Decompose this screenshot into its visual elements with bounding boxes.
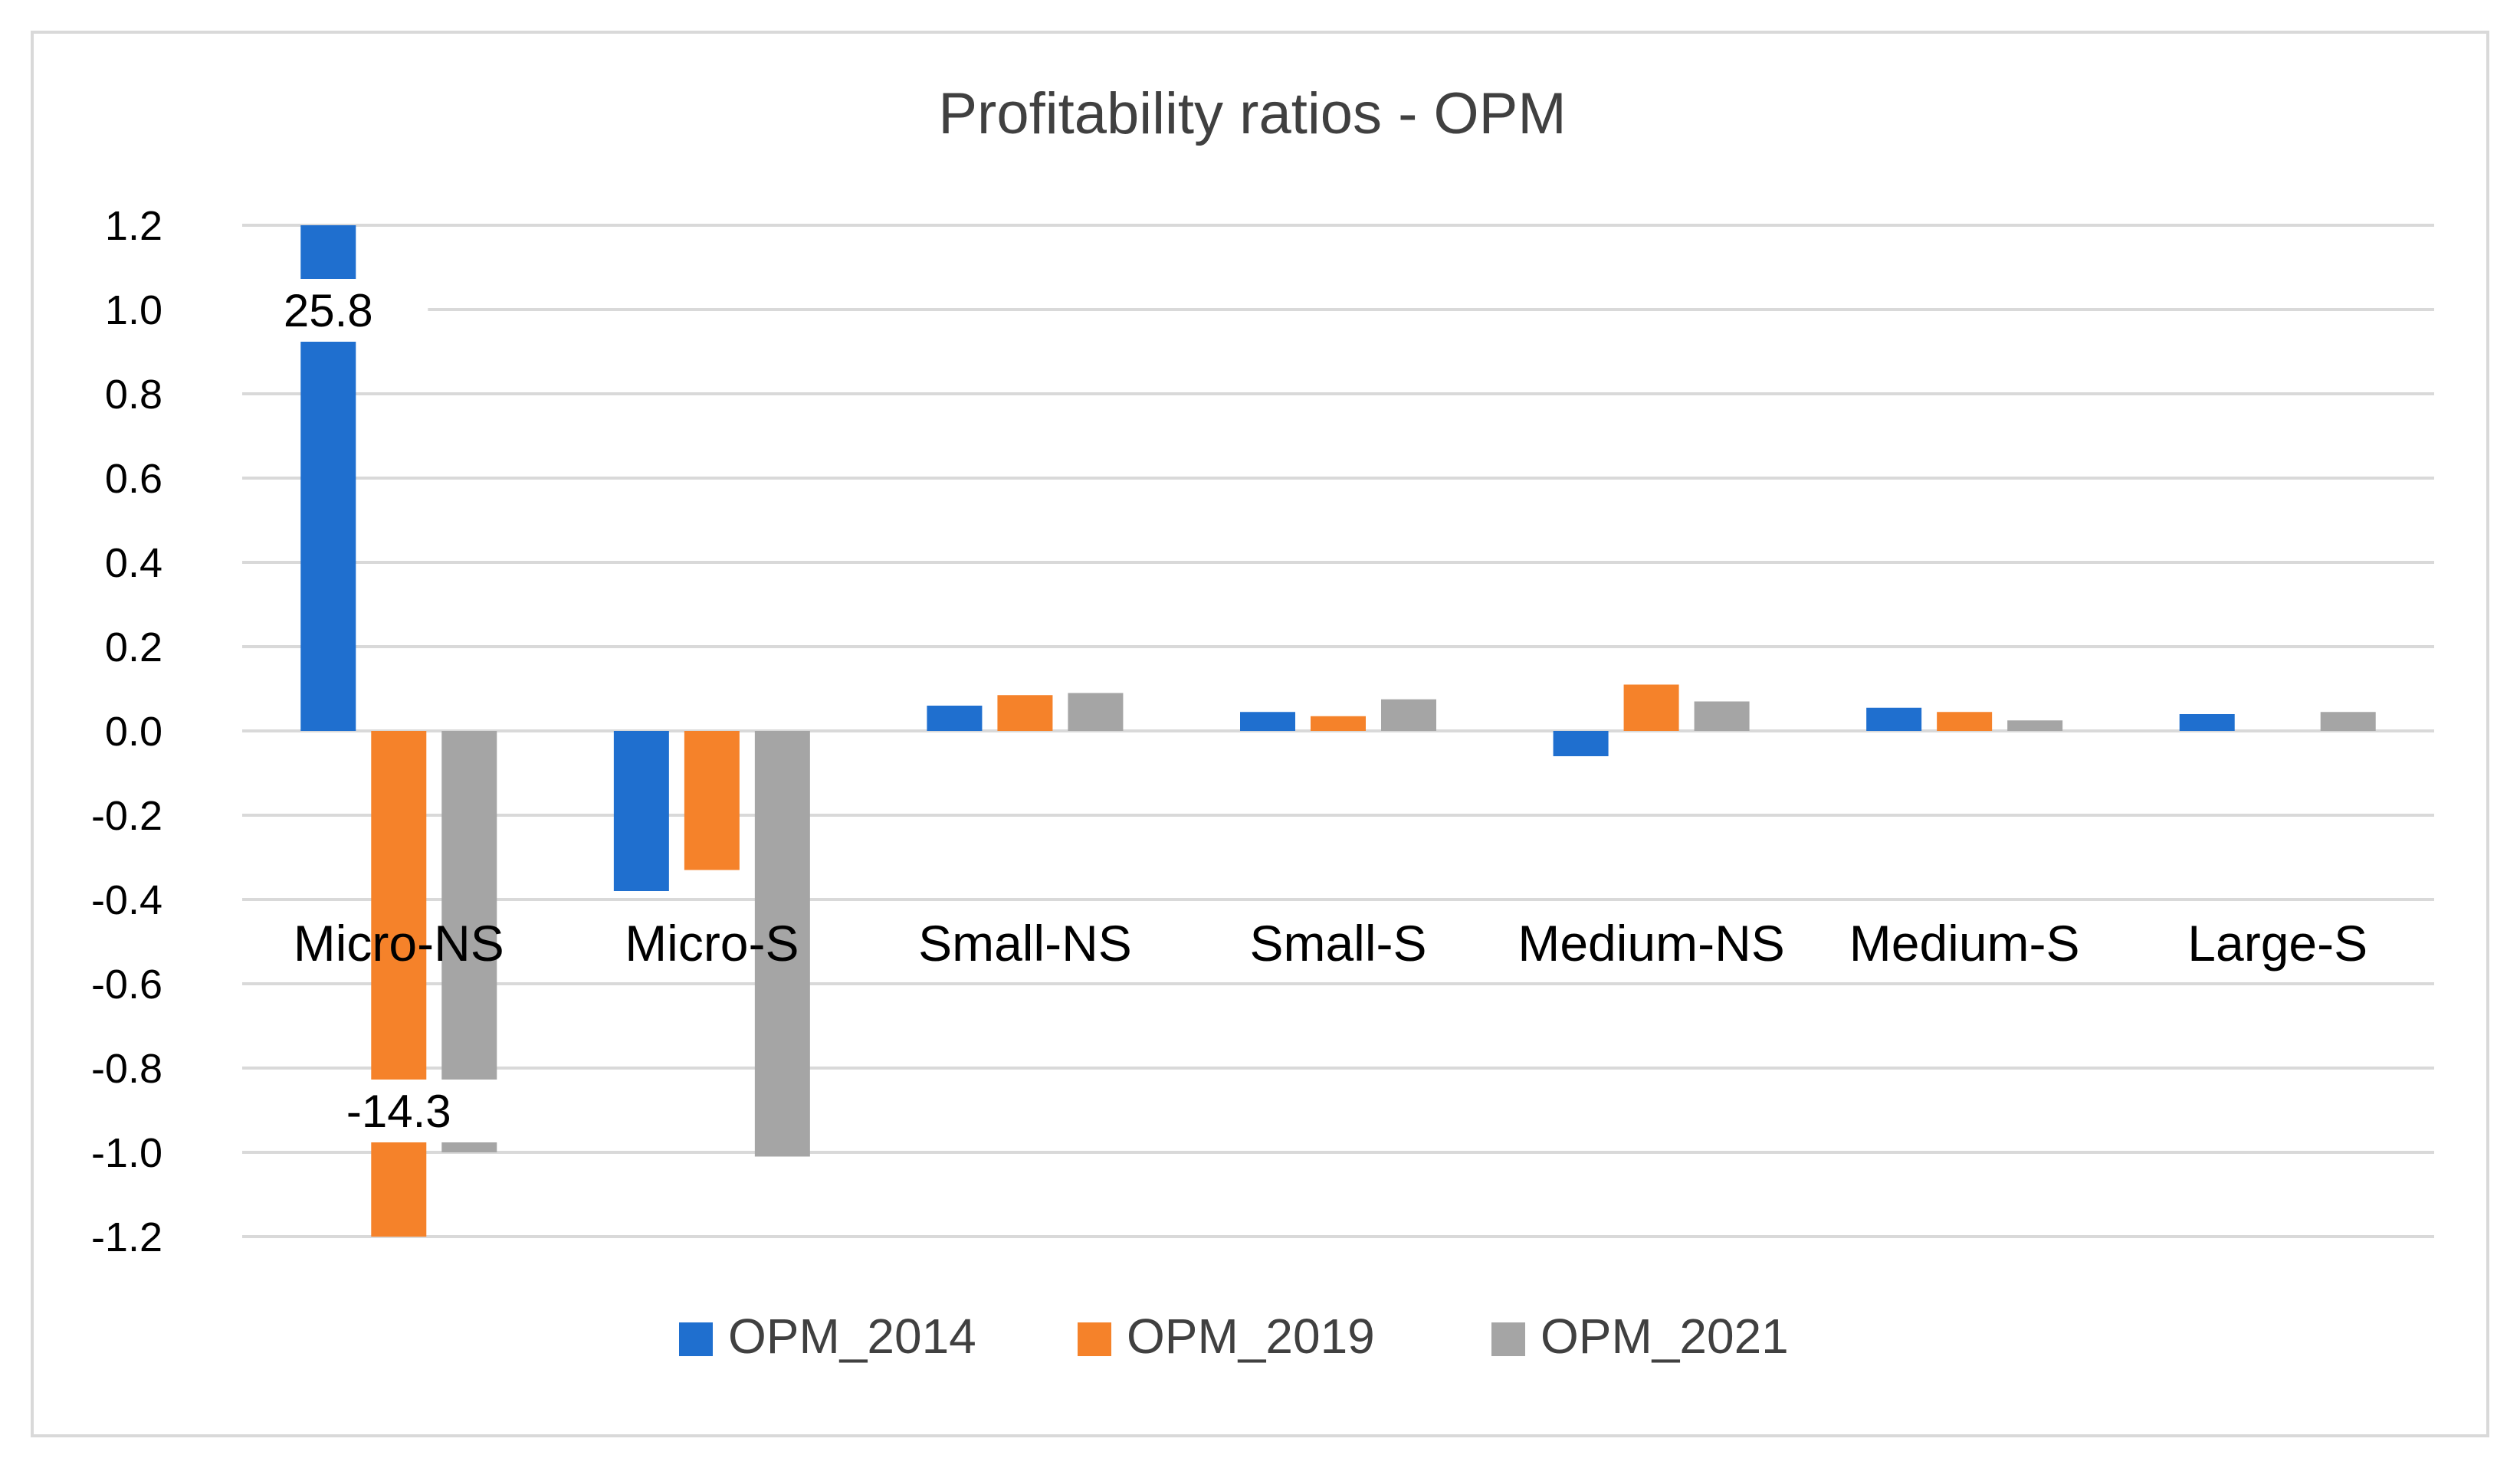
y-tick-label: 1.2 <box>105 203 162 249</box>
x-category-label: Micro-S <box>625 915 799 972</box>
y-tick-label: 0.6 <box>105 456 162 502</box>
legend-swatch-opm-2019 <box>1078 1322 1111 1356</box>
bar-opm-2019-medium-ns <box>1623 684 1679 731</box>
bar-opm-2021-large-s <box>2320 712 2376 731</box>
x-category-label: Small-NS <box>918 915 1132 972</box>
x-category-label: Large-S <box>2187 915 2367 972</box>
y-tick-label: -0.4 <box>91 877 162 923</box>
y-tick-label: -0.8 <box>91 1046 162 1092</box>
legend-label: OPM_2019 <box>1127 1309 1375 1364</box>
bar-opm-2021-micro-s <box>754 731 810 1157</box>
y-tick-label: -1.0 <box>91 1130 162 1176</box>
data-labels: 25.8 -14.3 <box>228 279 499 1142</box>
x-axis-category-labels: Micro-NS Micro-S Small-NS Small-S Medium-NS M… <box>294 915 2367 972</box>
data-label-backing <box>299 1080 499 1142</box>
legend-swatch-opm-2014 <box>679 1322 713 1356</box>
x-category-label: Medium-S <box>1849 915 2080 972</box>
y-tick-label: 0.8 <box>105 372 162 418</box>
bar-opm-2014-small-s <box>1240 712 1295 731</box>
y-axis-ticks: 1.2 1.0 0.8 0.6 0.4 0.2 0.0 -0.2 -0.4 -0.6 -0.8 -1.… <box>91 203 162 1260</box>
y-tick-label: 0.4 <box>105 540 162 586</box>
x-category-label: Medium-NS <box>1518 915 1784 972</box>
bar-opm-2019-medium-s <box>1937 712 1993 731</box>
y-tick-label: -0.6 <box>91 962 162 1008</box>
bar-opm-2019-small-s <box>1311 716 1366 731</box>
y-tick-label: 1.0 <box>105 287 162 333</box>
bar-opm-2019-micro-ns <box>371 731 427 1237</box>
x-category-label: Small-S <box>1249 915 1426 972</box>
y-tick-label: -0.2 <box>91 793 162 839</box>
chart-svg: Profitability ratios - OPM 1.2 1.0 0.8 0.6 0… <box>91 81 2434 1364</box>
bars <box>300 225 2376 1237</box>
legend-swatch-opm-2021 <box>1491 1322 1525 1356</box>
y-tick-label: -1.2 <box>91 1214 162 1260</box>
legend: OPM_2014 OPM_2019 OPM_2021 <box>679 1309 1789 1364</box>
bar-opm-2014-medium-ns <box>1553 731 1609 756</box>
data-label: 25.8 <box>284 285 373 336</box>
bar-opm-2021-small-ns <box>1068 693 1124 731</box>
data-label-backing <box>228 279 428 342</box>
chart-frame: Profitability ratios - OPM 1.2 1.0 0.8 0.6 0… <box>31 31 2489 1437</box>
bar-opm-2014-medium-s <box>1866 707 1922 731</box>
bar-opm-2021-medium-s <box>2007 720 2063 731</box>
bar-opm-2014-large-s <box>2179 714 2235 731</box>
bar-opm-2014-micro-s <box>613 731 669 891</box>
data-label: -14.3 <box>346 1086 451 1137</box>
bar-opm-2021-small-s <box>1381 699 1436 731</box>
y-tick-label: 0.0 <box>105 709 162 755</box>
x-category-label: Micro-NS <box>294 915 504 972</box>
y-tick-label: 0.2 <box>105 624 162 670</box>
chart-title: Profitability ratios - OPM <box>938 81 1566 146</box>
bar-opm-2019-small-ns <box>997 695 1053 731</box>
bar-opm-2021-medium-ns <box>1694 701 1750 731</box>
bar-opm-2014-small-ns <box>927 706 983 731</box>
legend-label: OPM_2021 <box>1541 1309 1789 1364</box>
gridlines <box>242 224 2434 1238</box>
bar-opm-2019-micro-s <box>684 731 740 870</box>
legend-label: OPM_2014 <box>728 1309 976 1364</box>
